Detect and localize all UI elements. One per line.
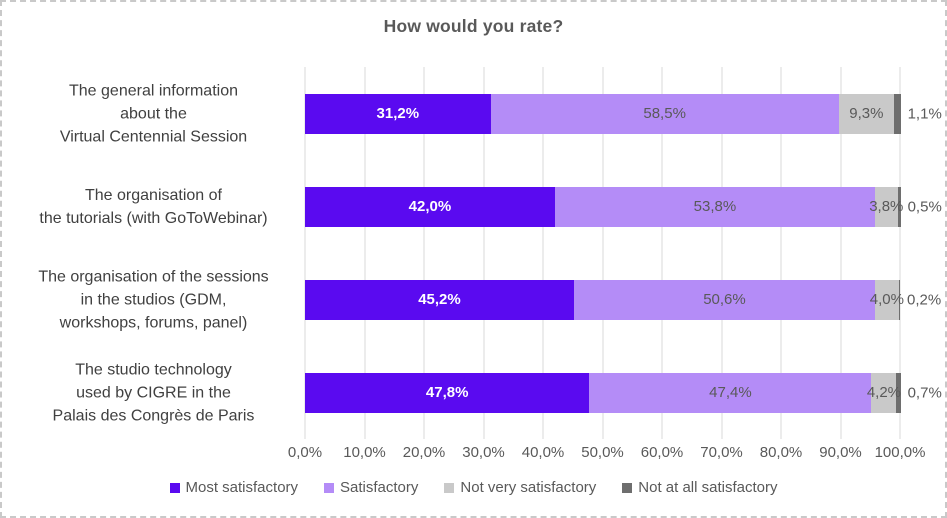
plot-area: 31,2% 58,5% 9,3% 1,1% 42,0% 53,8% 3,8% 0,5% 45,2…: [304, 67, 942, 439]
category-label-line: used by CIGRE in the: [76, 384, 231, 401]
category-label-line: The organisation of the sessions: [38, 268, 269, 285]
gridline: [542, 67, 544, 439]
legend-label: Satisfactory: [340, 479, 419, 496]
legend-swatch: [622, 482, 633, 493]
gridline: [721, 67, 722, 439]
legend-swatch: [324, 482, 335, 493]
x-tick-label: 70,0%: [700, 444, 743, 461]
legend: Most satisfactory Satisfactory Not very sa…: [2, 479, 945, 496]
bar-segment-satisfactory: 53,8%: [554, 186, 875, 227]
gridline: [483, 67, 484, 439]
segment-data-label: 4,2%: [866, 384, 902, 401]
bar-segment-most-satisfactory: 45,2%: [305, 279, 574, 320]
legend-item: Not at all satisfactory: [622, 479, 778, 496]
legend-label: Most satisfactory: [185, 479, 299, 496]
segment-data-label: 47,8%: [425, 384, 469, 401]
segment-data-label: 47,4%: [709, 384, 752, 401]
segment-data-label: 9,3%: [849, 105, 884, 122]
legend-item: Not very satisfactory: [444, 479, 596, 496]
legend-item: Most satisfactory: [169, 479, 299, 496]
x-tick-label: 100,0%: [874, 444, 926, 461]
segment-data-label: 3,8%: [869, 198, 904, 215]
bar-segment-not-at-all-satisfactory: [897, 186, 901, 227]
bar-segment-most-satisfactory: 42,0%: [305, 186, 555, 227]
x-tick-label: 60,0%: [640, 444, 684, 461]
category-axis: The general information about the Virtual …: [8, 67, 299, 439]
segment-data-label: 58,5%: [643, 105, 686, 122]
outside-data-label: 1,1%: [907, 105, 942, 122]
bar-segment-not-very-satisfactory: 9,3%: [838, 93, 895, 134]
x-axis: 0,0% 10,0% 20,0% 30,0% 40,0% 50,0% 60,0% 70,0% 8…: [288, 444, 926, 464]
bar-row: 45,2% 50,6% 4,0% 0,2%: [305, 279, 941, 320]
outside-data-label: 0,2%: [907, 291, 942, 308]
gridline: [602, 67, 603, 439]
outside-data-label: 0,5%: [907, 198, 942, 215]
chart-title: How would you rate?: [383, 16, 564, 36]
gridline: [840, 67, 841, 439]
segment-data-label: 53,8%: [693, 198, 737, 215]
bar-segment-most-satisfactory: 47,8%: [305, 372, 590, 413]
segment-data-label: 45,2%: [418, 291, 461, 308]
x-tick-label: 90,0%: [819, 444, 862, 461]
legend-label: Not at all satisfactory: [638, 479, 778, 496]
legend-swatch: [444, 482, 455, 493]
segment-data-label: 31,2%: [376, 105, 420, 122]
bar-segment-not-very-satisfactory: 3,8%: [869, 186, 903, 227]
x-tick-label: 10,0%: [343, 444, 386, 461]
category-label-line: The organisation of: [85, 186, 222, 204]
legend-swatch: [169, 482, 180, 493]
legend-item: Satisfactory: [324, 479, 418, 496]
category-label-line: about the: [120, 105, 187, 122]
segment-data-label: 42,0%: [408, 198, 452, 215]
x-tick-label: 20,0%: [402, 444, 446, 461]
category-label-line: workshops, forums, panel): [59, 314, 248, 331]
x-tick-label: 40,0%: [521, 444, 565, 461]
gridline: [364, 67, 365, 439]
gridline: [304, 67, 306, 439]
category-label: The organisation of the sessions in the s…: [8, 265, 299, 334]
bar-segment-satisfactory: 47,4%: [589, 372, 872, 413]
x-tick-label: 80,0%: [759, 444, 803, 461]
bar-segment-not-at-all-satisfactory: [894, 93, 901, 134]
category-label-line: the tutorials (with GoToWebinar): [39, 209, 268, 227]
gridline: [661, 67, 663, 439]
gridline: [780, 67, 782, 439]
category-label: The organisation of the tutorials (with G…: [8, 184, 299, 230]
category-label: The general information about the Virtual …: [8, 79, 299, 148]
bar-segment-satisfactory: 50,6%: [573, 279, 875, 320]
outside-data-label: 0,7%: [907, 384, 942, 401]
category-label-line: in the studios (GDM,: [80, 291, 227, 308]
category-label-line: Palais des Congrès de Paris: [52, 407, 255, 424]
gridline: [899, 67, 901, 439]
category-label-line: The studio technology: [75, 361, 232, 378]
bar-segment-not-very-satisfactory: 4,0%: [870, 279, 904, 320]
category-label: The studio technology used by CIGRE in th…: [8, 358, 299, 427]
category-label-line: Virtual Centennial Session: [59, 128, 248, 145]
bar-row: 47,8% 47,4% 4,2% 0,7%: [305, 372, 942, 413]
segment-data-label: 4,0%: [869, 291, 904, 308]
x-tick-label: 50,0%: [581, 444, 624, 461]
bar-row: 31,2% 58,5% 9,3% 1,1%: [305, 93, 942, 134]
x-tick-label: 30,0%: [462, 444, 505, 461]
x-tick-label: 0,0%: [287, 444, 323, 461]
bar-segment-not-at-all-satisfactory: [898, 279, 900, 320]
bar-segment-not-very-satisfactory: 4,2%: [867, 372, 901, 413]
bar-row: 42,0% 53,8% 3,8% 0,5%: [305, 186, 942, 227]
legend-label: Not very satisfactory: [460, 479, 597, 496]
bar-segment-most-satisfactory: 31,2%: [305, 93, 491, 134]
category-label-line: The general information: [69, 82, 238, 99]
bar-segment-satisfactory: 58,5%: [490, 93, 839, 134]
segment-data-label: 50,6%: [703, 291, 746, 308]
bar-segment-not-at-all-satisfactory: [896, 372, 901, 413]
gridline: [423, 67, 425, 439]
